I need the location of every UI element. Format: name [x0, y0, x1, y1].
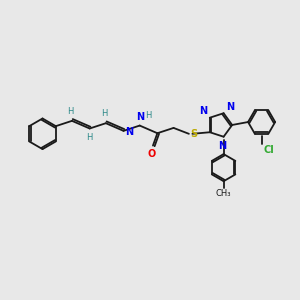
Text: H: H — [145, 111, 152, 120]
Text: N: N — [218, 141, 226, 151]
Text: N: N — [136, 112, 144, 122]
Text: H: H — [67, 107, 74, 116]
Text: O: O — [148, 148, 156, 158]
Text: H: H — [86, 133, 93, 142]
Text: H: H — [101, 110, 108, 118]
Text: N: N — [125, 127, 133, 137]
Text: N: N — [226, 102, 235, 112]
Text: Cl: Cl — [263, 145, 274, 155]
Text: S: S — [190, 129, 197, 139]
Text: CH₃: CH₃ — [216, 189, 231, 198]
Text: N: N — [199, 106, 207, 116]
